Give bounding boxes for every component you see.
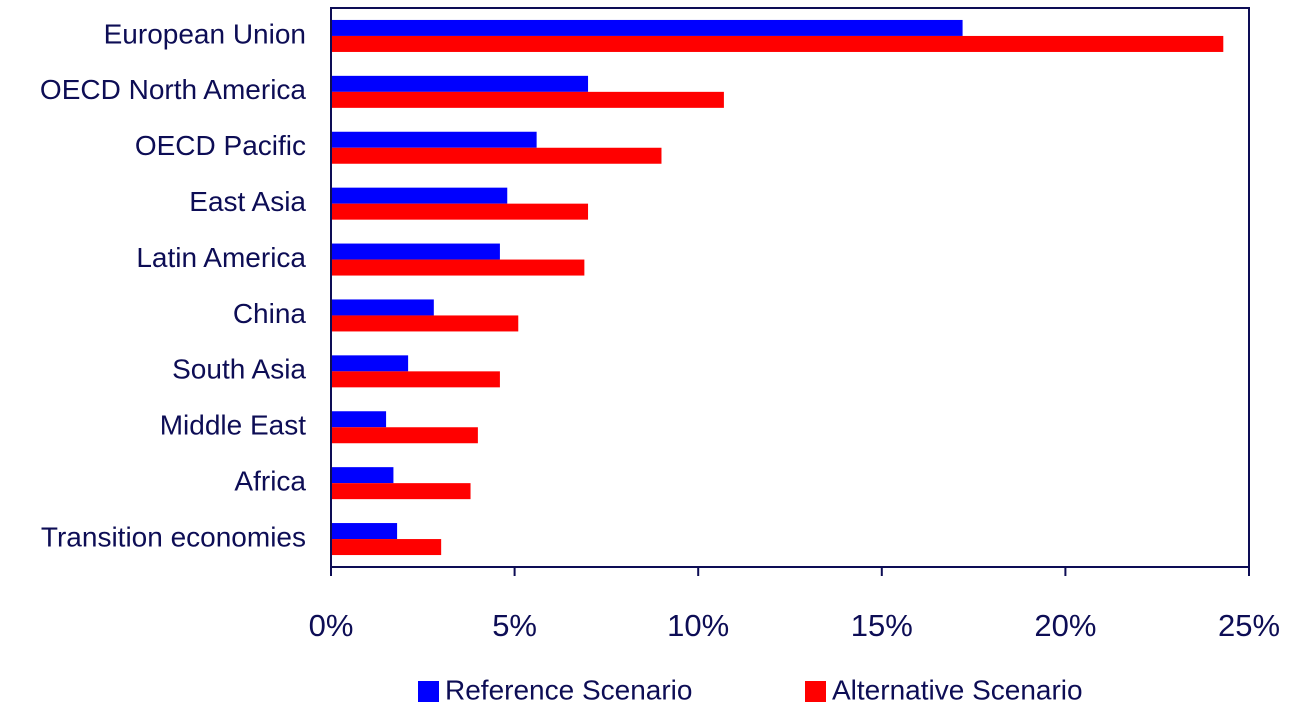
y-tick-label: East Asia xyxy=(189,186,306,217)
bar xyxy=(331,539,442,556)
y-tick-label: OECD North America xyxy=(40,74,306,105)
x-tick-label: 25% xyxy=(1218,608,1280,643)
bar xyxy=(331,147,662,164)
bar xyxy=(331,315,519,332)
y-tick-label: Africa xyxy=(234,466,306,497)
bar xyxy=(331,187,508,204)
y-tick-label: European Union xyxy=(104,18,306,49)
bar xyxy=(331,19,963,36)
bar xyxy=(331,75,589,92)
x-tick-label: 5% xyxy=(492,608,537,643)
legend-swatch xyxy=(418,681,439,702)
bar xyxy=(331,523,398,540)
bar xyxy=(331,131,537,148)
plot-frame xyxy=(330,7,1250,568)
x-tick-label: 20% xyxy=(1034,608,1096,643)
legend-swatch xyxy=(805,681,826,702)
y-tick-label: Middle East xyxy=(160,410,307,441)
x-tick-label: 15% xyxy=(851,608,913,643)
legend-label: Reference Scenario xyxy=(445,674,692,705)
bar xyxy=(331,483,471,500)
bar xyxy=(331,467,394,484)
bar xyxy=(331,259,585,276)
bar xyxy=(331,355,409,372)
x-tick-label: 10% xyxy=(667,608,729,643)
bar xyxy=(331,371,500,388)
legend-label: Alternative Scenario xyxy=(832,674,1083,705)
bar xyxy=(331,91,724,108)
y-tick-label: China xyxy=(233,298,307,329)
y-tick-label: OECD Pacific xyxy=(135,130,306,161)
bar xyxy=(331,35,1224,52)
y-tick-label: Transition economies xyxy=(41,521,306,552)
y-tick-label: South Asia xyxy=(172,354,306,385)
y-tick-label: Latin America xyxy=(136,242,306,273)
bar xyxy=(331,427,478,444)
bar xyxy=(331,243,500,260)
bar xyxy=(331,299,434,316)
x-tick-label: 0% xyxy=(309,608,354,643)
bar xyxy=(331,203,589,220)
bar xyxy=(331,411,387,428)
